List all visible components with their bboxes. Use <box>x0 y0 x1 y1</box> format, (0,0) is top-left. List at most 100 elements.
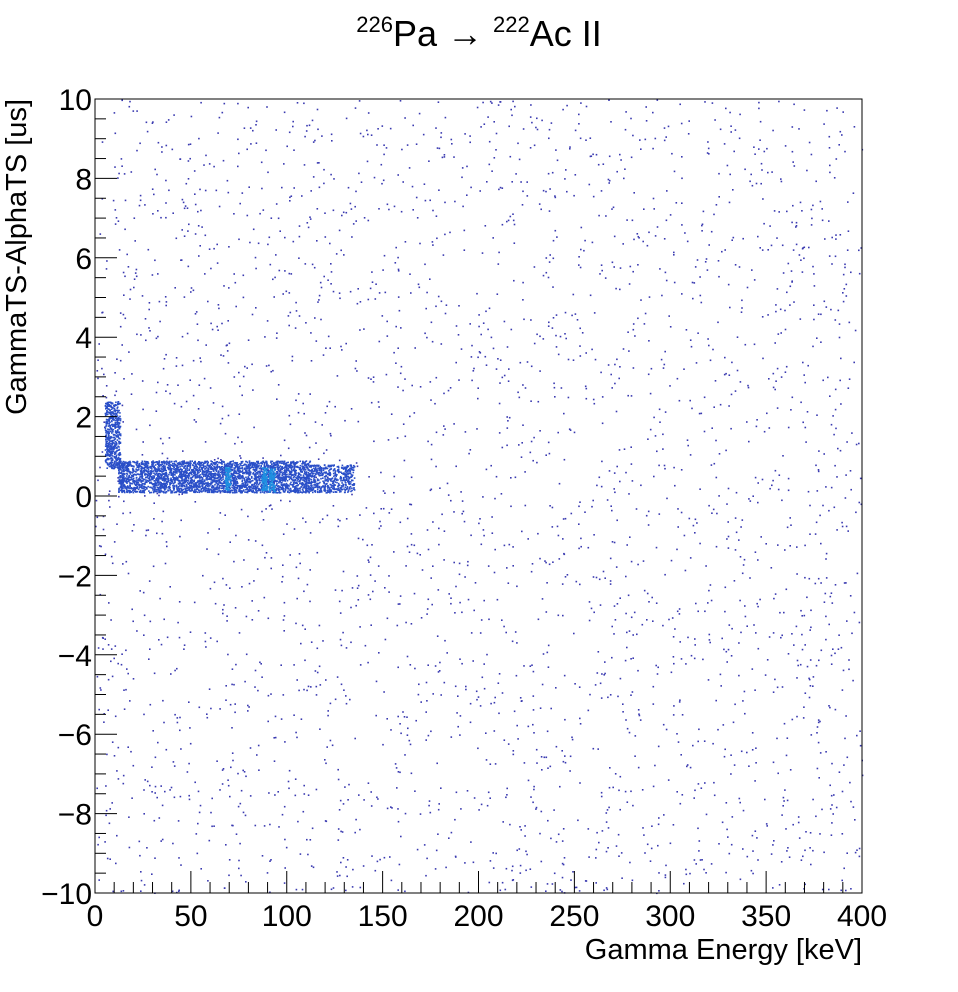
dense-band-point <box>235 477 238 480</box>
background-event-point <box>176 717 179 719</box>
background-event-point <box>304 628 306 630</box>
background-event-point <box>119 325 122 328</box>
background-event-point <box>418 683 420 686</box>
dense-band-point <box>118 422 120 424</box>
background-event-point <box>801 633 803 636</box>
background-event-point <box>122 563 124 565</box>
background-event-point <box>454 818 456 821</box>
background-event-point <box>214 602 217 605</box>
dense-band-point <box>111 466 113 468</box>
background-event-point <box>549 765 552 768</box>
background-event-point <box>131 530 134 532</box>
dense-band-point <box>296 461 298 463</box>
background-event-point <box>772 761 775 764</box>
background-event-point <box>517 142 519 145</box>
dense-band-point <box>189 481 192 483</box>
background-event-point <box>536 461 538 464</box>
background-event-point <box>540 756 543 758</box>
background-event-point <box>293 664 295 666</box>
background-event-point <box>718 453 721 455</box>
dense-band-point <box>284 469 286 471</box>
dense-band-point <box>111 443 114 446</box>
dense-band-point <box>229 487 231 489</box>
background-event-point <box>296 102 299 104</box>
dense-band-point <box>111 461 114 464</box>
background-event-point <box>651 596 653 599</box>
dense-band-point <box>125 472 128 475</box>
dense-band-point <box>107 458 110 460</box>
background-event-point <box>223 102 226 105</box>
background-event-point <box>647 373 650 376</box>
background-event-point <box>835 238 837 240</box>
background-event-point <box>457 725 459 728</box>
background-event-point <box>609 557 612 560</box>
background-event-point <box>281 813 284 816</box>
background-event-point <box>816 726 819 728</box>
background-event-point <box>420 617 423 619</box>
background-event-point <box>222 768 225 770</box>
background-event-point <box>840 889 842 892</box>
background-event-point <box>683 882 685 885</box>
dense-band-point <box>116 461 118 464</box>
dense-band-point <box>116 439 119 441</box>
dense-band-point <box>283 461 285 463</box>
background-event-point <box>368 476 370 478</box>
background-event-point <box>404 241 407 243</box>
background-event-point <box>630 446 632 448</box>
background-event-point <box>801 615 803 617</box>
background-event-point <box>255 120 258 123</box>
background-event-point <box>671 152 673 155</box>
dense-band-point <box>209 475 211 478</box>
background-event-point <box>760 536 762 538</box>
background-event-point <box>342 631 344 634</box>
dense-band-point <box>112 447 115 449</box>
dense-band-point <box>165 462 167 464</box>
background-event-point <box>312 141 315 143</box>
background-event-point <box>145 534 147 537</box>
background-event-point <box>111 406 113 409</box>
dense-band-point <box>109 437 112 440</box>
dense-band-point <box>211 475 213 478</box>
background-event-point <box>658 817 660 819</box>
background-event-point <box>837 309 840 312</box>
background-event-point <box>810 224 813 226</box>
background-event-point <box>538 203 541 205</box>
background-event-point <box>314 421 317 423</box>
dense-band-point <box>282 487 285 490</box>
background-event-point <box>287 780 290 783</box>
background-event-point <box>616 603 619 605</box>
dense-band-point <box>191 470 194 472</box>
background-event-point <box>517 738 519 740</box>
background-event-point <box>549 254 551 256</box>
dense-band-point <box>154 473 156 476</box>
dense-band-point <box>119 467 122 470</box>
background-event-point <box>485 310 487 313</box>
background-event-point <box>223 887 226 889</box>
background-event-point <box>834 408 837 411</box>
background-event-point <box>339 519 341 522</box>
background-event-point <box>139 199 142 202</box>
dense-band-point <box>130 478 133 481</box>
dense-band-point <box>114 445 117 447</box>
background-event-point <box>845 295 848 297</box>
background-event-point <box>790 270 793 272</box>
background-event-point <box>564 517 567 520</box>
background-event-point <box>110 648 113 650</box>
dense-band-point <box>105 439 107 441</box>
background-event-point <box>492 852 494 854</box>
background-event-point <box>354 737 356 740</box>
background-event-point <box>140 334 142 336</box>
background-event-point <box>126 668 128 670</box>
dense-band-point <box>116 466 119 469</box>
background-event-point <box>209 587 212 590</box>
background-event-point <box>367 133 369 136</box>
background-event-point <box>430 730 432 733</box>
dense-band-point <box>106 462 109 464</box>
background-event-point <box>432 565 434 567</box>
background-event-point <box>648 296 651 298</box>
dense-band-point <box>300 474 302 476</box>
dense-band-point <box>105 405 108 408</box>
background-event-point <box>724 748 726 751</box>
background-event-point <box>613 235 616 238</box>
background-event-point <box>108 490 111 492</box>
